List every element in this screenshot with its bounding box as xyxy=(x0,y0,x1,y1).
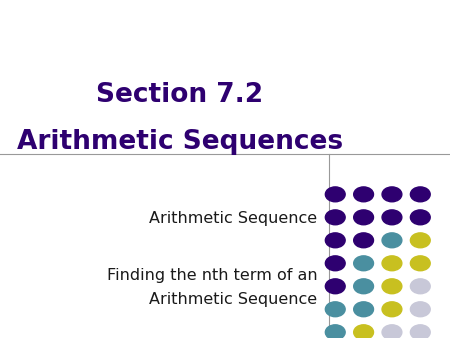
Circle shape xyxy=(382,279,402,294)
Circle shape xyxy=(325,325,345,338)
Circle shape xyxy=(325,187,345,202)
Circle shape xyxy=(354,256,373,271)
Circle shape xyxy=(410,233,430,248)
Text: Arithmetic Sequences: Arithmetic Sequences xyxy=(17,129,343,155)
Circle shape xyxy=(325,233,345,248)
Text: Finding the nth term of an: Finding the nth term of an xyxy=(107,268,317,283)
Circle shape xyxy=(410,210,430,225)
Circle shape xyxy=(410,302,430,317)
Circle shape xyxy=(325,210,345,225)
Circle shape xyxy=(382,233,402,248)
Circle shape xyxy=(354,233,373,248)
Circle shape xyxy=(354,187,373,202)
Text: Section 7.2: Section 7.2 xyxy=(96,82,264,107)
Circle shape xyxy=(354,325,373,338)
Circle shape xyxy=(382,210,402,225)
Circle shape xyxy=(382,325,402,338)
Circle shape xyxy=(382,302,402,317)
Text: Arithmetic Sequence: Arithmetic Sequence xyxy=(149,211,317,225)
Circle shape xyxy=(325,279,345,294)
Circle shape xyxy=(382,256,402,271)
Circle shape xyxy=(410,187,430,202)
Circle shape xyxy=(354,302,373,317)
Text: Arithmetic Sequence: Arithmetic Sequence xyxy=(149,292,317,307)
Circle shape xyxy=(354,279,373,294)
Circle shape xyxy=(354,210,373,225)
Circle shape xyxy=(410,325,430,338)
Circle shape xyxy=(410,256,430,271)
Circle shape xyxy=(325,302,345,317)
Circle shape xyxy=(410,279,430,294)
Circle shape xyxy=(382,187,402,202)
Circle shape xyxy=(325,256,345,271)
